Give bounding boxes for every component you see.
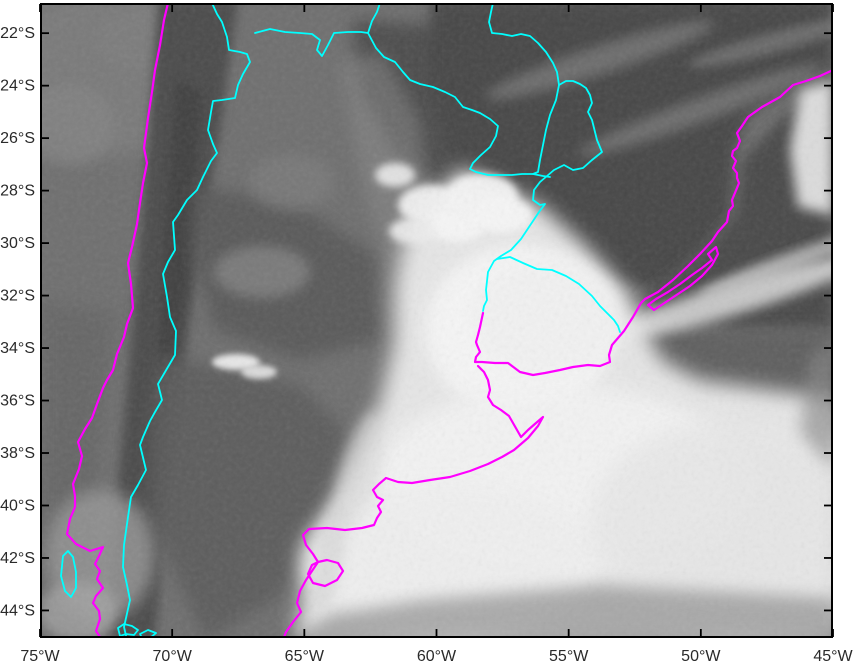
y-tick-label: 40°S: [0, 497, 35, 514]
x-tick-label: 60°W: [417, 648, 457, 665]
x-tick-label: 70°W: [153, 648, 193, 665]
lagoon-outline-magenta: [646, 245, 720, 312]
y-tick-label: 34°S: [0, 340, 35, 357]
border-river-line-cyan: [532, 84, 560, 175]
x-tick-label: 45°W: [813, 648, 853, 665]
y-tick-label: 44°S: [0, 602, 35, 619]
y-tick-label: 38°S: [0, 445, 35, 462]
coastline-magenta: [65, 3, 170, 638]
border-river-line-cyan: [367, 3, 381, 34]
island-outline-cyan: [117, 623, 139, 637]
border-river-line-cyan: [254, 28, 551, 178]
island-outline-cyan: [60, 550, 77, 598]
border-river-line-cyan: [496, 256, 621, 333]
y-tick-label: 32°S: [0, 288, 35, 305]
y-tick-label: 30°S: [0, 235, 35, 252]
coastline-magenta: [473, 68, 833, 377]
x-tick-label: 50°W: [681, 648, 721, 665]
y-tick-label: 36°S: [0, 393, 35, 410]
x-tick-label: 65°W: [285, 648, 325, 665]
y-tick-label: 28°S: [0, 183, 35, 200]
x-tick-label: 75°W: [20, 648, 60, 665]
y-tick-label: 24°S: [0, 78, 35, 95]
coastline-magenta: [282, 364, 545, 638]
border-river-line-cyan: [122, 3, 251, 638]
x-tick-label: 55°W: [549, 648, 589, 665]
y-tick-label: 22°S: [0, 25, 35, 42]
y-tick-label: 42°S: [0, 550, 35, 567]
y-tick-label: 26°S: [0, 130, 35, 147]
border-river-line-cyan: [482, 3, 603, 312]
imagery-noise-texture: [40, 3, 833, 638]
